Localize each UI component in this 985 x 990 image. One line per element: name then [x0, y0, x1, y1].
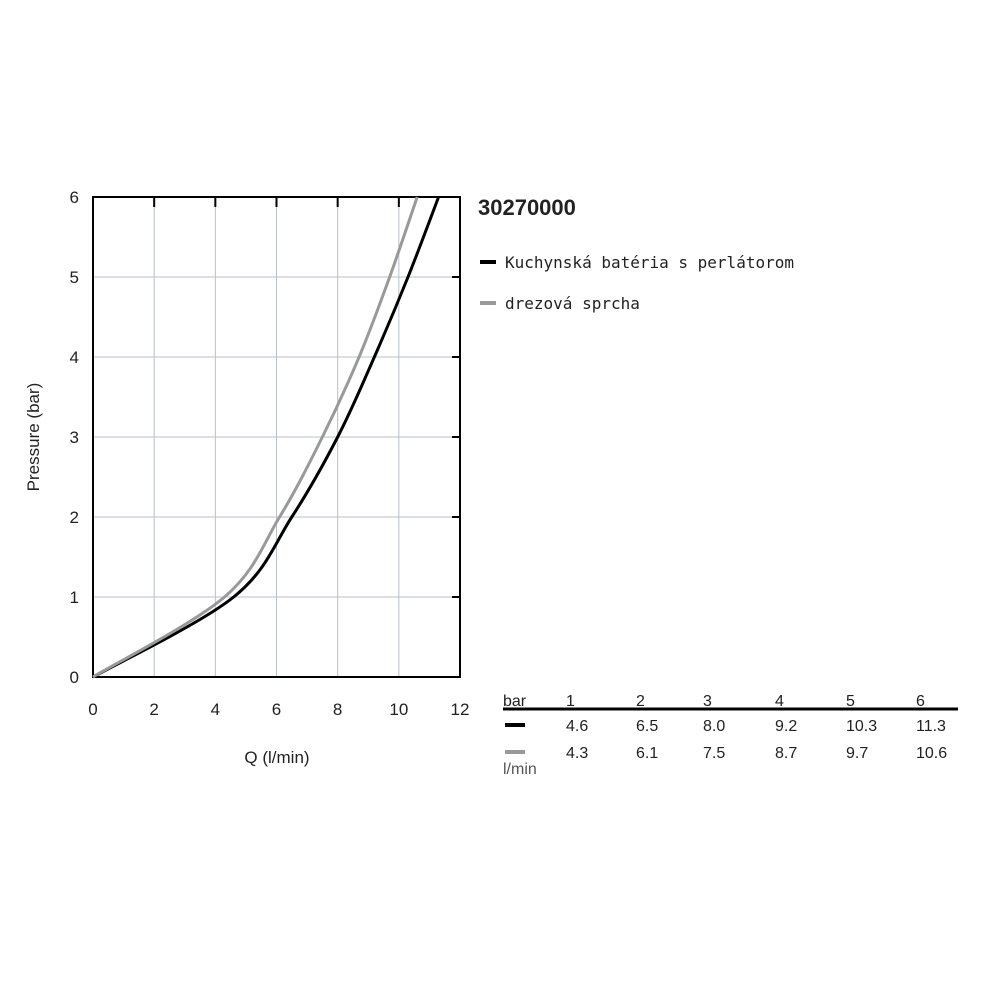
table-col-header: 2 — [636, 693, 645, 710]
y-axis-label: Pressure (bar) — [24, 383, 43, 492]
table-cell: 6.5 — [636, 718, 658, 735]
x-tick-label: 10 — [389, 700, 408, 719]
x-axis-label: Q (l/min) — [244, 748, 309, 767]
table-cell: 10.3 — [846, 718, 877, 735]
table-col-header: 3 — [703, 693, 712, 710]
x-tick-label: 0 — [88, 700, 97, 719]
y-tick-label: 4 — [70, 348, 79, 367]
table-cell: 11.3 — [916, 718, 946, 735]
table-cell: 8.7 — [775, 745, 797, 762]
x-tick-label: 6 — [272, 700, 281, 719]
x-tick-label: 4 — [211, 700, 220, 719]
legend-label: drezová sprcha — [505, 294, 640, 313]
table-cell: 10.6 — [916, 745, 947, 762]
table-cell: 4.3 — [566, 745, 588, 762]
table-cell: 7.5 — [703, 745, 725, 762]
y-tick-label: 0 — [70, 668, 79, 687]
y-tick-label: 5 — [70, 268, 79, 287]
chart-title: 30270000 — [478, 195, 576, 220]
curve — [92, 196, 419, 679]
table-cell: 9.2 — [775, 718, 797, 735]
table-cell: 4.6 — [566, 718, 588, 735]
legend-label: Kuchynská batéria s perlátorom — [505, 253, 794, 272]
plot-frame — [92, 196, 461, 678]
x-tick-label: 2 — [149, 700, 158, 719]
curve — [92, 196, 440, 679]
y-tick-label: 1 — [70, 588, 79, 607]
table-cell: 6.1 — [636, 745, 658, 762]
table-cell: 8.0 — [703, 718, 725, 735]
table-unit: l/min — [503, 761, 537, 778]
y-tick-label: 6 — [70, 188, 79, 207]
x-tick-label: 12 — [451, 700, 470, 719]
x-tick-label: 8 — [333, 700, 342, 719]
table-col-header: 4 — [775, 693, 784, 710]
y-tick-label: 3 — [70, 428, 79, 447]
table-col-header: 6 — [916, 693, 925, 710]
table-cell: 9.7 — [846, 745, 868, 762]
y-tick-label: 2 — [70, 508, 79, 527]
table-col-header: 1 — [566, 693, 575, 710]
table-col-header: 5 — [846, 693, 855, 710]
table-header: bar — [503, 693, 527, 710]
